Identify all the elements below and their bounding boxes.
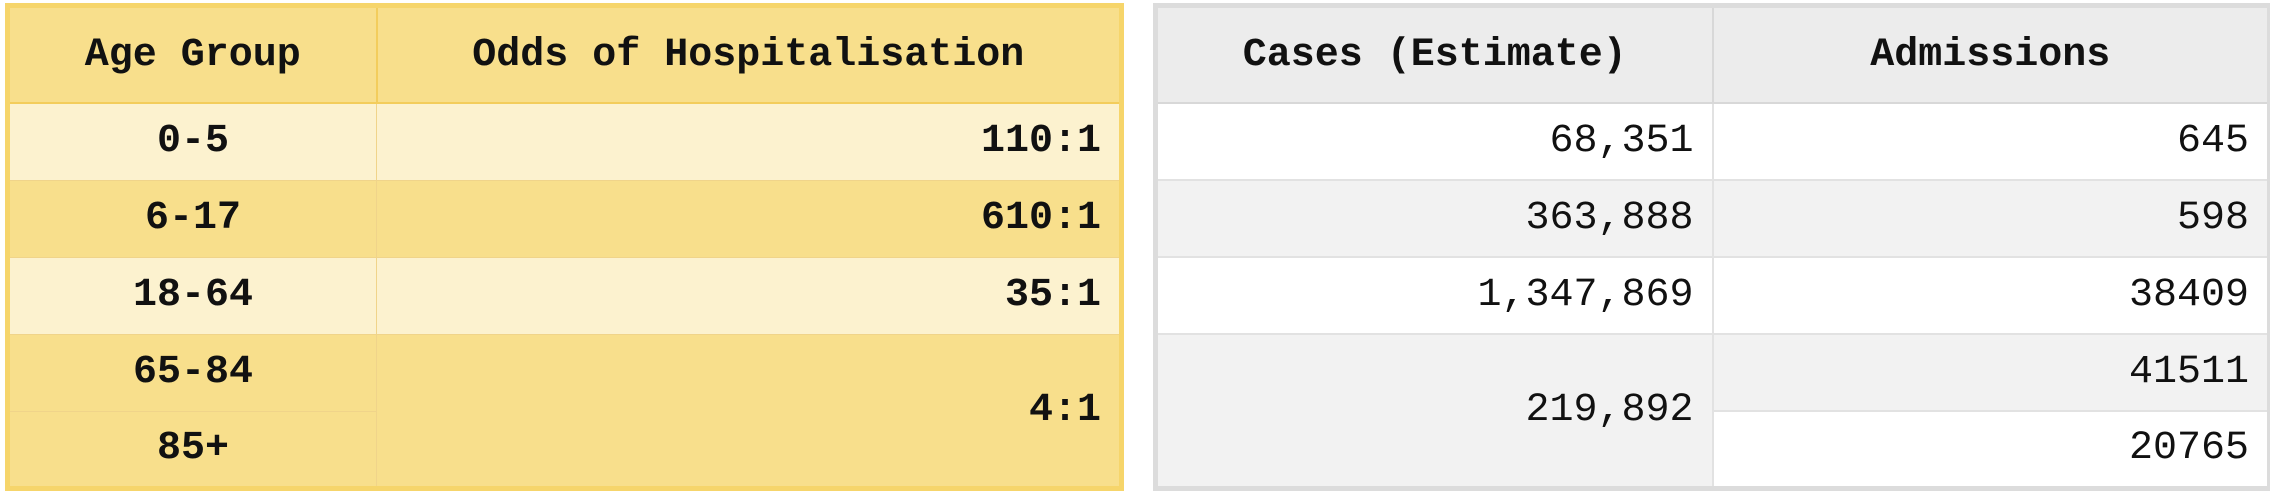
table-row: 20765: [1156, 410, 2270, 489]
admissions-cell: 20765: [1711, 410, 2270, 489]
age-cell: 6-17: [7, 179, 377, 258]
admissions-cell: 41511: [1711, 333, 2270, 412]
table-row: 18-64 35:1: [7, 256, 1122, 335]
odds-cell: 610:1: [376, 179, 1122, 258]
table-row: 219,892 41511: [1154, 333, 2270, 489]
odds-cell: 35:1: [376, 256, 1122, 335]
table-row: 1,347,869 38409: [1154, 256, 2270, 335]
cases-cell: 363,888: [1154, 179, 1714, 258]
cases-cell: 68,351: [1154, 102, 1714, 181]
table-header-row: Age Group Odds of Hospitalisation: [6, 4, 1123, 104]
odds-cell-merged: 4:1: [376, 333, 1122, 489]
table-row: 6-17 610:1: [7, 179, 1122, 258]
admissions-cell: 38409: [1711, 256, 2270, 335]
cases-cell-merged: 219,892: [1154, 333, 1714, 489]
table-row: 0-5 110:1: [7, 102, 1122, 181]
admissions-cell: 598: [1711, 179, 2270, 258]
header-admissions: Admissions: [1711, 4, 2270, 104]
table-header-row: Cases (Estimate) Admissions: [1154, 4, 2270, 104]
header-cases: Cases (Estimate): [1154, 4, 1714, 104]
table-row: 363,888 598: [1154, 179, 2270, 258]
cases-admissions-table: Cases (Estimate) Admissions 68,351 645 3…: [1153, 3, 2270, 491]
odds-cell: 110:1: [376, 102, 1122, 181]
hospitalisation-odds-table: Age Group Odds of Hospitalisation 0-5 11…: [5, 3, 1124, 491]
table-row: 85+: [7, 410, 1122, 489]
cases-cell: 1,347,869: [1154, 256, 1714, 335]
header-age-group: Age Group: [6, 4, 378, 104]
age-cell: 85+: [7, 410, 377, 489]
header-odds: Odds of Hospitalisation: [375, 4, 1123, 104]
admissions-cell: 645: [1711, 102, 2270, 181]
age-cell: 18-64: [7, 256, 377, 335]
age-cell: 65-84: [7, 333, 377, 412]
table-row: 68,351 645: [1154, 102, 2270, 181]
table-row: 65-84 4:1: [7, 333, 1122, 489]
age-cell: 0-5: [7, 102, 377, 181]
